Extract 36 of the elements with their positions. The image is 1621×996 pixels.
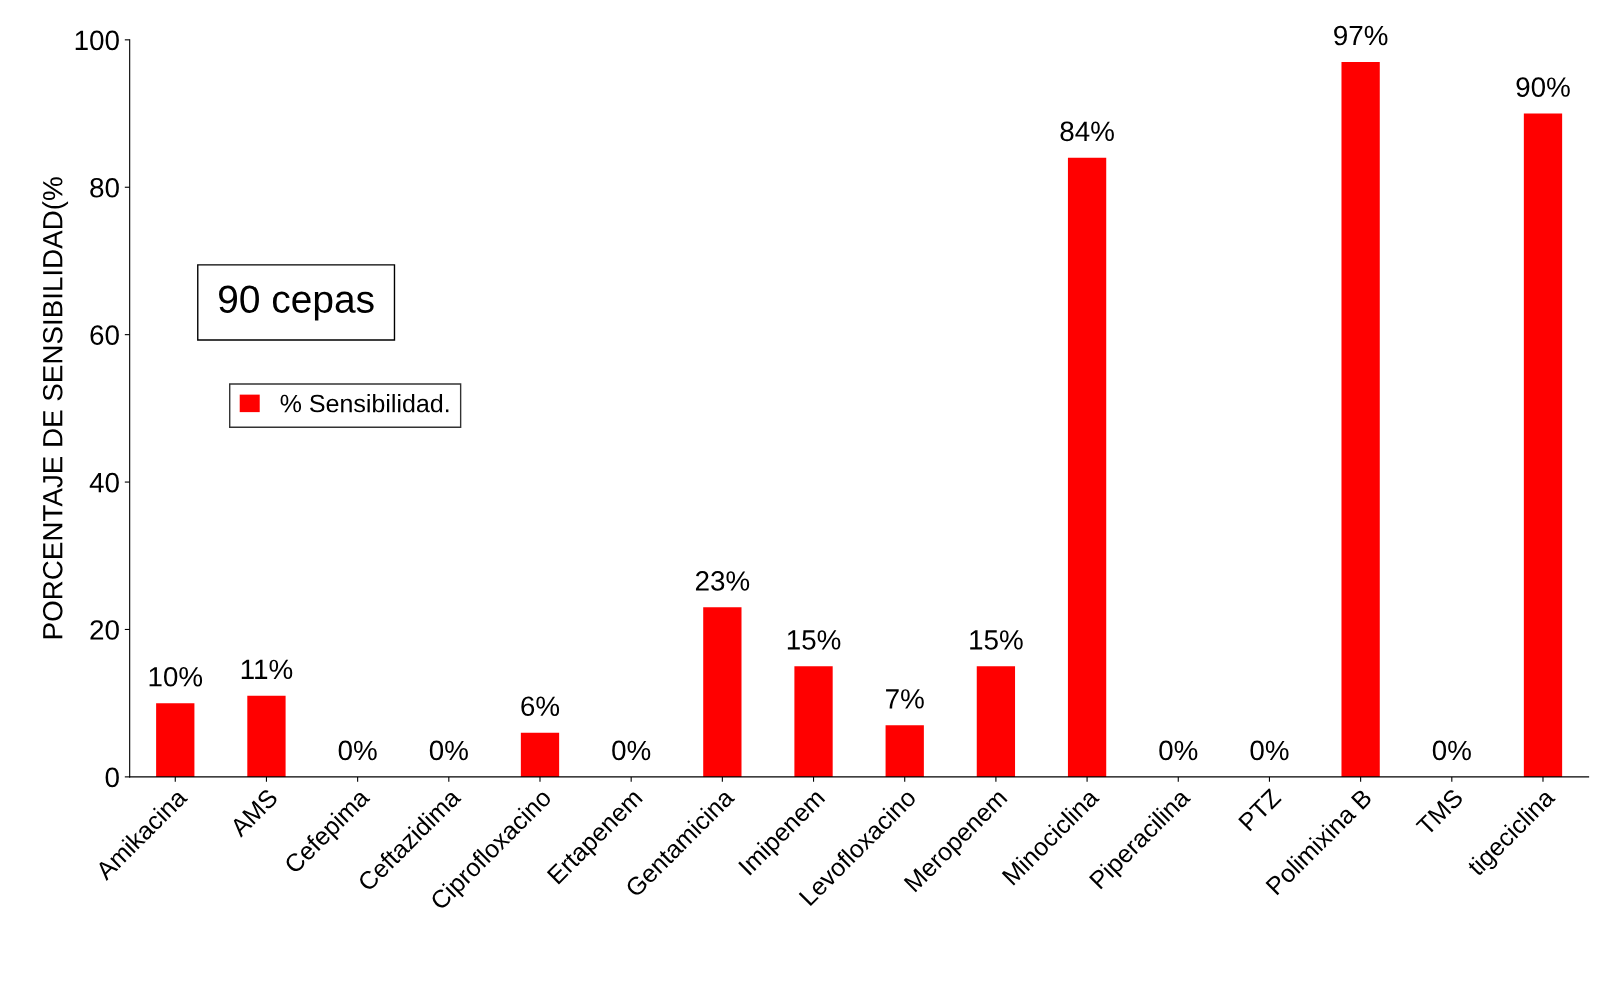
data-label: 15%	[787, 630, 841, 650]
x-tick-label: TMS	[1415, 787, 1464, 837]
data-label: 0%	[429, 740, 468, 761]
y-tick-label: 100	[75, 30, 119, 51]
data-label: 0%	[1432, 740, 1471, 761]
bar	[1523, 113, 1563, 777]
annotation: 90 cepas	[219, 285, 374, 321]
y-tick-label: 20	[90, 620, 119, 640]
bar	[156, 703, 195, 777]
data-label: 11%	[241, 659, 293, 680]
data-label: 10%	[149, 666, 203, 687]
data-label: 0%	[612, 740, 651, 761]
data-label: 15%	[970, 630, 1023, 650]
data-label: 23%	[695, 571, 750, 591]
data-label: 0%	[338, 740, 377, 761]
bar	[520, 732, 560, 777]
data-label: 7%	[886, 689, 924, 709]
data-label: 84%	[1060, 121, 1114, 142]
y-tick-label: 80	[90, 177, 119, 198]
bar	[247, 695, 286, 777]
bar	[703, 607, 742, 777]
bar	[976, 666, 1016, 777]
data-label: 90%	[1516, 77, 1570, 97]
bar	[1341, 61, 1380, 777]
y-tick-label: 0	[105, 767, 119, 788]
data-label: 0%	[1250, 740, 1289, 761]
bar	[794, 666, 833, 777]
y-tick-label: 40	[89, 472, 119, 493]
data-label: 0%	[1159, 740, 1198, 761]
y-tick-label: 60	[90, 325, 119, 345]
data-label: 6%	[521, 696, 560, 717]
y-axis-title: PORCENTAJE DE SENSIBILIDAD(%	[42, 177, 69, 639]
legend-label: % Sensibilidad.	[280, 394, 449, 413]
bar	[1067, 157, 1107, 777]
bar	[885, 725, 924, 777]
data-label: 97%	[1334, 25, 1388, 46]
